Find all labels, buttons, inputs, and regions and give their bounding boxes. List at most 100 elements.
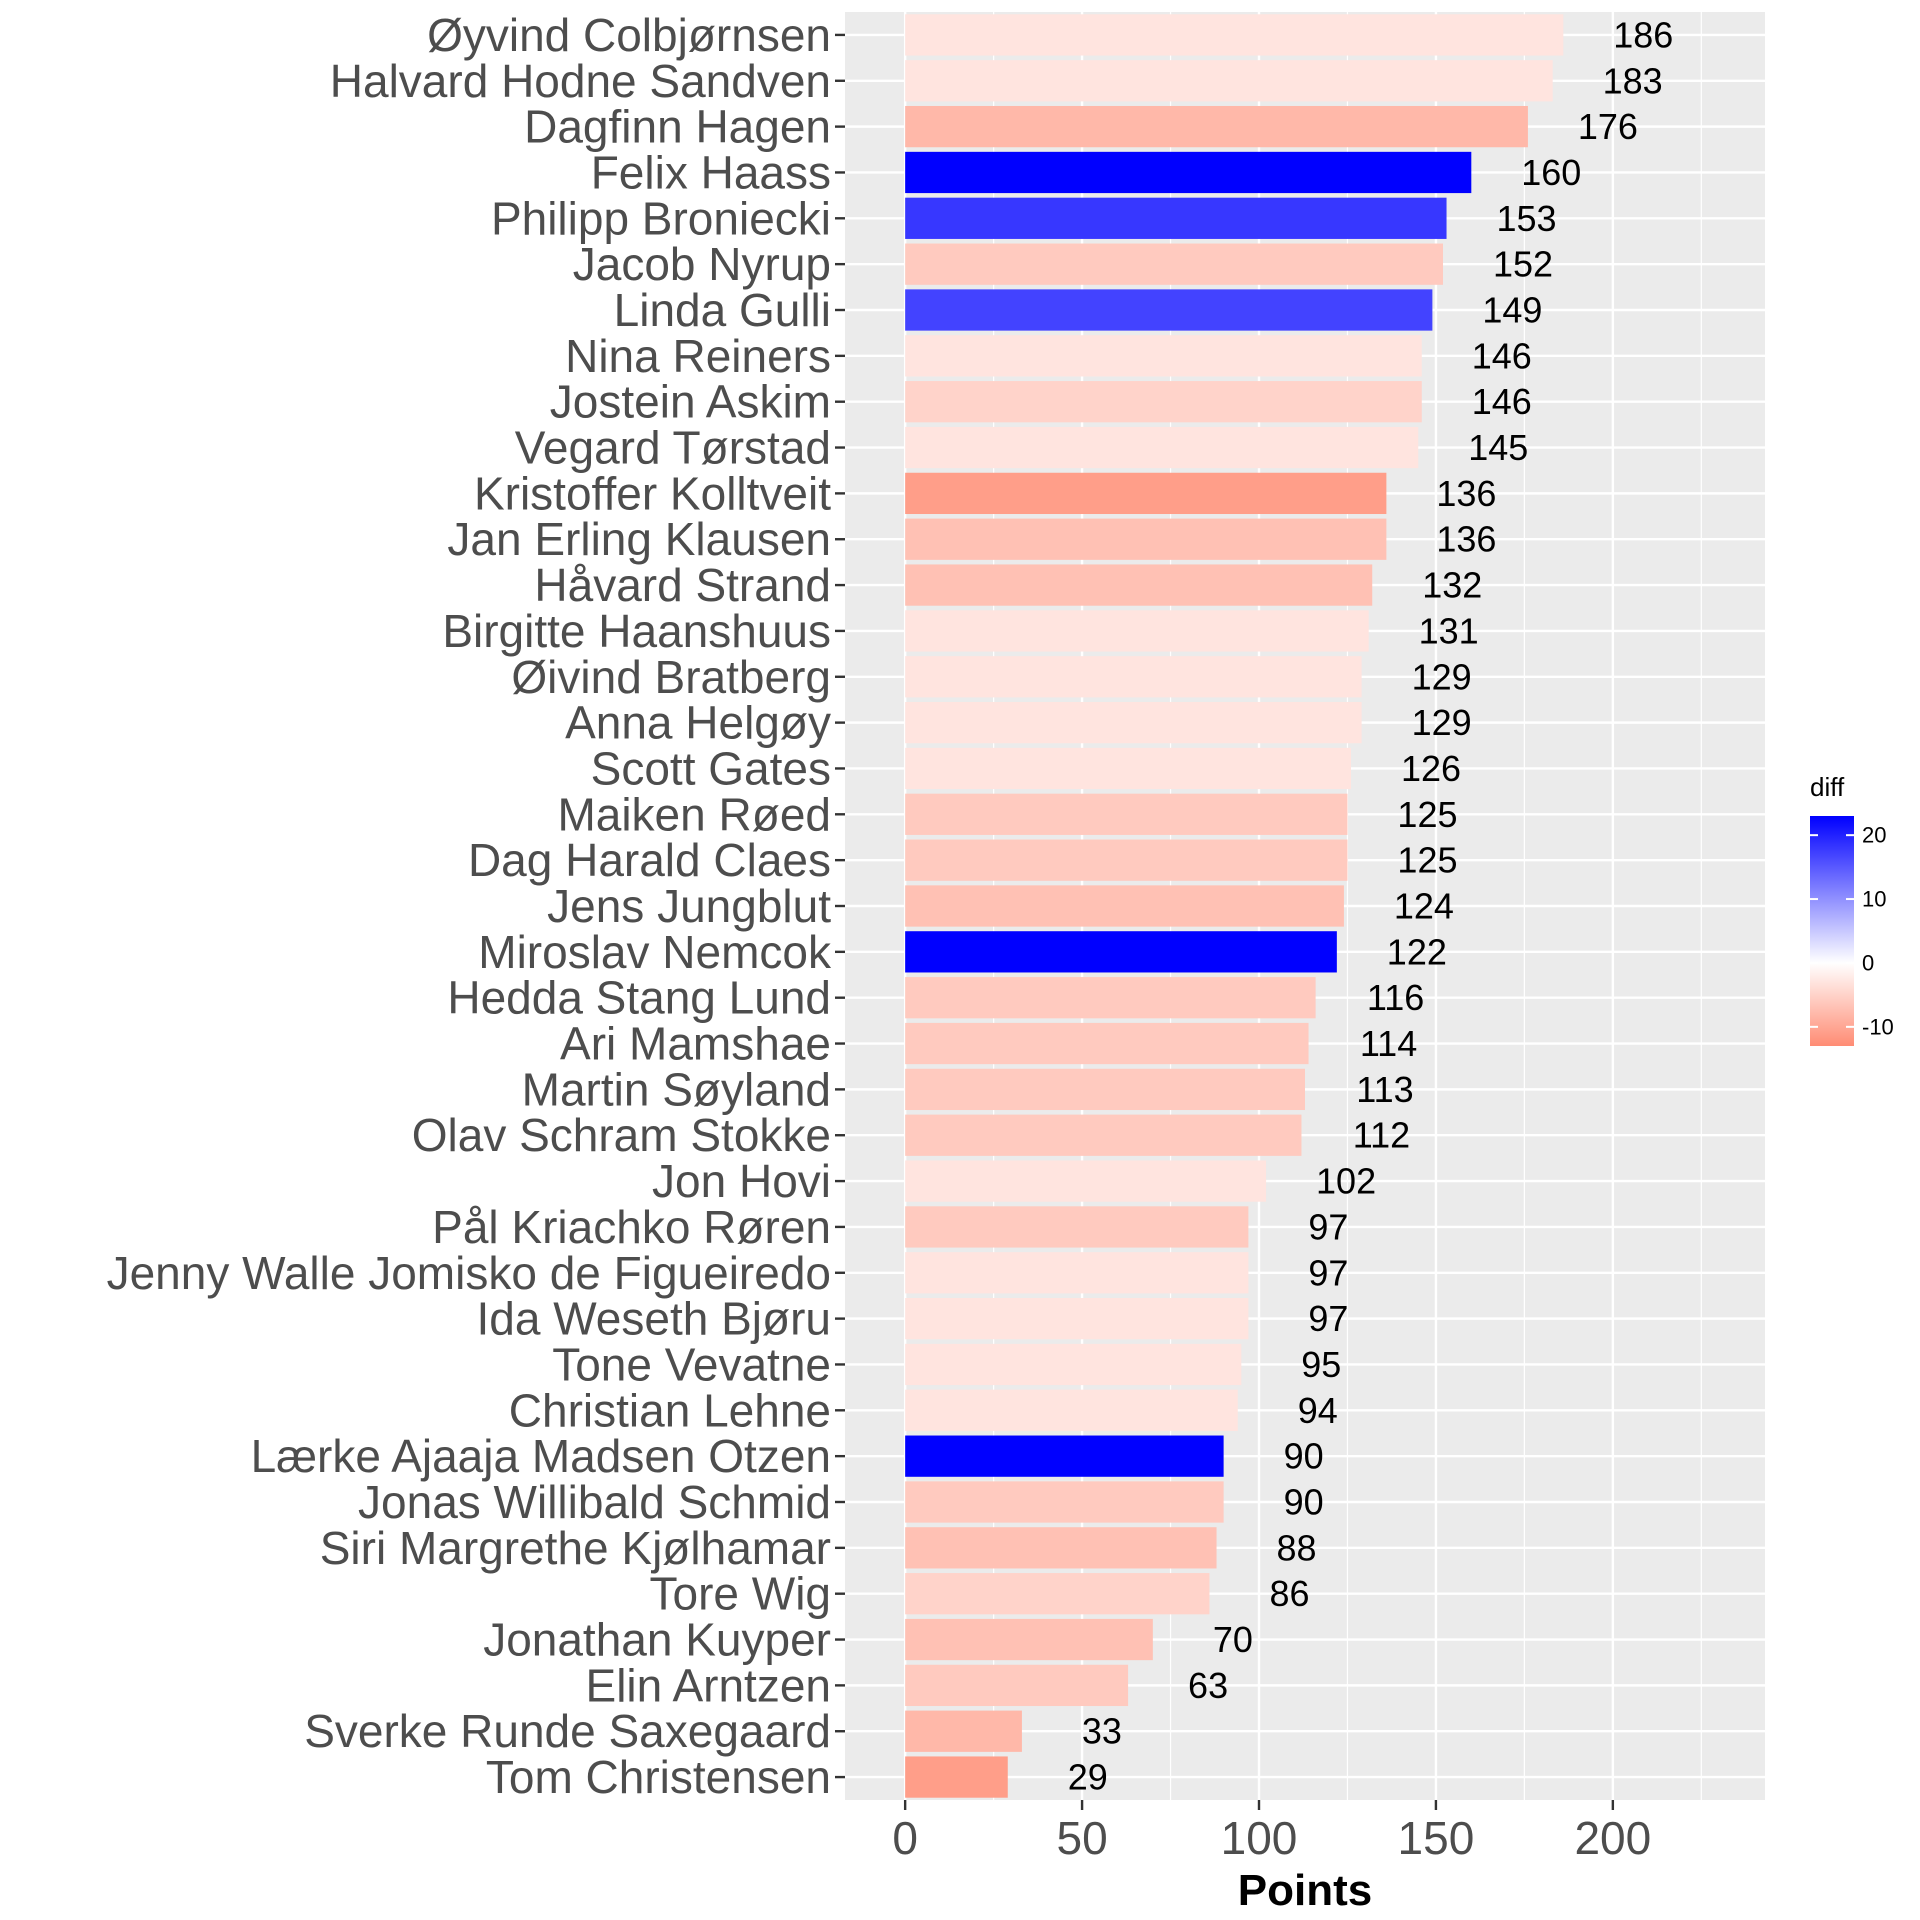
bar-value-label: 33 [1082,1711,1122,1752]
bar-value-label: 152 [1493,244,1553,285]
bar [905,1343,1242,1386]
legend-tick-label: 10 [1862,887,1886,912]
bar-value-label: 116 [1367,977,1424,1018]
y-category-label: Tom Christensen [486,1751,831,1803]
bar-value-label: 97 [1308,1206,1348,1247]
bar-value-label: 149 [1482,290,1542,331]
bar-value-label: 29 [1068,1757,1108,1798]
bar-value-label: 153 [1496,198,1556,239]
bar [905,1710,1022,1752]
bar [905,1022,1309,1065]
y-category-label: Jostein Askim [550,376,831,428]
bar-value-label: 186 [1613,14,1673,55]
x-axis-title: Points [1238,1866,1372,1915]
y-category-label: Vegard Tørstad [515,422,831,474]
bar [905,656,1362,698]
bar [905,1389,1238,1431]
x-tick-label: 150 [1398,1812,1475,1864]
x-tick-label: 50 [1056,1812,1107,1864]
y-category-label: Birgitte Haanshuus [442,605,831,657]
y-category-label: Dag Harald Claes [468,834,831,886]
bar-value-label: 63 [1188,1665,1228,1706]
bar-value-label: 124 [1394,886,1454,927]
bar [905,518,1387,560]
y-category-label: Lærke Ajaaja Madsen Otzen [251,1430,831,1482]
bar-value-label: 102 [1316,1161,1376,1202]
bar-value-label: 122 [1387,931,1447,972]
bar [905,610,1369,652]
bar-value-label: 86 [1269,1573,1309,1614]
bar-value-label: 125 [1397,794,1457,835]
bar [905,472,1387,515]
bar [905,1573,1210,1615]
y-category-label: Pål Kriachko Røren [432,1201,831,1253]
bar-value-label: 126 [1401,748,1461,789]
y-category-label: Øivind Bratberg [511,651,831,703]
y-category-label: Dagfinn Hagen [524,101,831,153]
bar [905,793,1348,835]
bar-value-label: 132 [1422,565,1482,606]
y-category-label: Jenny Walle Jomisko de Figueiredo [107,1247,831,1299]
bar-value-label: 146 [1472,335,1532,376]
bar-value-label: 160 [1521,152,1581,193]
y-category-label: Anna Helgøy [565,697,831,749]
bar-value-label: 125 [1397,840,1457,881]
bar [905,197,1447,239]
legend-tick-label: 20 [1862,823,1886,848]
y-category-label: Christian Lehne [509,1384,831,1436]
legend-title: diff [1810,772,1845,802]
bar-value-label: 112 [1353,1115,1410,1156]
y-category-label: Maiken Røed [557,788,831,840]
y-category-label: Scott Gates [591,742,831,794]
y-category-label: Linda Gulli [614,284,831,336]
bar [905,105,1528,148]
y-category-label: Jonas Willibald Schmid [358,1476,831,1528]
bar [905,1435,1224,1477]
y-category-label: Elin Arntzen [586,1659,831,1711]
y-category-label: Miroslav Nemcok [478,926,832,978]
bar-value-label: 94 [1298,1390,1338,1431]
y-category-label: Ari Mamshae [560,1018,831,1070]
bar-value-label: 90 [1284,1436,1324,1477]
bar-value-label: 146 [1472,381,1532,422]
y-category-label: Jacob Nyrup [573,238,831,290]
bar [905,243,1443,285]
bar [905,885,1344,927]
y-category-label: Jan Erling Klausen [447,513,831,565]
bar [905,335,1422,377]
y-category-label: Tore Wig [650,1568,831,1620]
y-category-label: Kristoffer Kolltveit [474,467,831,519]
bar [905,381,1422,423]
bar [905,1756,1008,1798]
bar [905,426,1419,469]
legend-tick-label: -10 [1862,1014,1894,1039]
y-category-label: Øyvind Colbjørnsen [427,9,831,61]
y-category-label: Hedda Stang Lund [447,972,831,1024]
bar [905,701,1362,744]
bar-value-label: 145 [1468,427,1528,468]
bar-value-label: 136 [1436,519,1496,560]
y-category-label: Ida Weseth Bjøru [476,1293,831,1345]
y-category-label: Philipp Broniecki [491,192,831,244]
bar-value-label: 88 [1277,1527,1317,1568]
bar [905,747,1351,790]
bar [905,151,1472,194]
legend: diff 20 10 0 -10 [1810,772,1894,1046]
bar [905,564,1373,606]
bar [905,1206,1249,1248]
bar-value-label: 95 [1301,1344,1341,1385]
y-category-label: Jon Hovi [652,1155,831,1207]
y-category-label: Sverke Runde Saxegaard [304,1705,831,1757]
y-category-label: Håvard Strand [534,559,831,611]
y-category-label: Halvard Hodne Sandven [330,55,831,107]
bar [905,977,1316,1019]
bar-value-label: 129 [1412,656,1472,697]
bar [905,1068,1305,1111]
bar [905,1252,1249,1294]
x-tick-label: 100 [1221,1812,1298,1864]
bar [905,1527,1217,1569]
y-category-label: Tone Vevatne [552,1338,831,1390]
bar [905,14,1564,56]
